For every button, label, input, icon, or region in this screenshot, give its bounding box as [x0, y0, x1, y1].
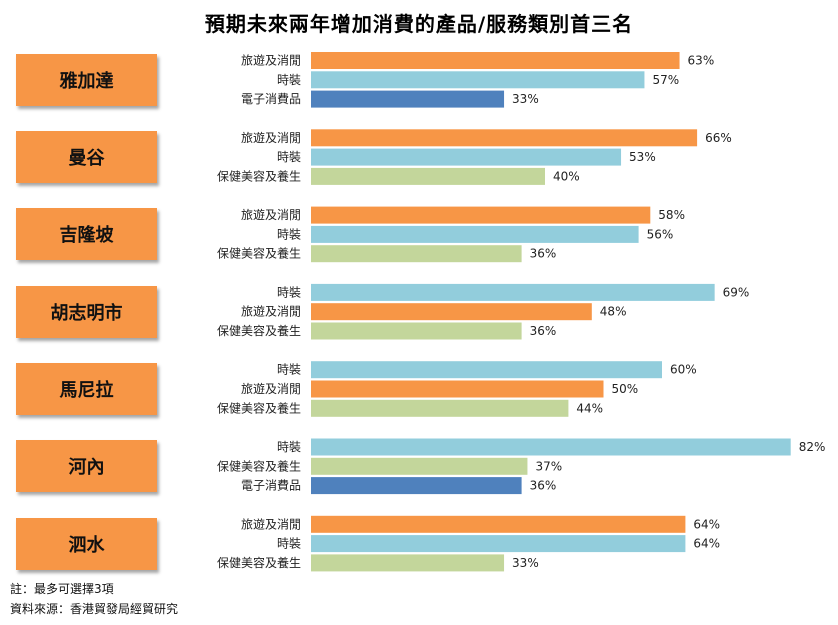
category-label: 旅遊及消閒	[241, 53, 301, 68]
data-label: 48%	[600, 305, 627, 319]
bar	[311, 361, 662, 379]
category-label: 時裝	[277, 73, 301, 87]
data-label: 56%	[647, 227, 674, 241]
category-label: 時裝	[277, 440, 301, 454]
data-label: 37%	[535, 459, 562, 473]
category-label: 時裝	[277, 285, 301, 299]
bar	[311, 477, 522, 495]
category-label: 保健美容及養生	[217, 400, 301, 415]
category-label: 旅遊及消閒	[241, 130, 301, 145]
data-label: 69%	[723, 285, 750, 299]
category-label: 保健美容及養生	[217, 323, 301, 338]
bar	[311, 129, 698, 147]
category-label: 時裝	[277, 150, 301, 164]
category-label: 旅遊及消閒	[241, 304, 301, 319]
bar	[311, 515, 686, 533]
bar	[311, 167, 545, 185]
data-label: 53%	[629, 150, 656, 164]
category-label: 旅遊及消閒	[241, 381, 301, 396]
city-label: 吉隆坡	[16, 208, 157, 261]
category-label: 保健美容及養生	[217, 246, 301, 261]
category-label: 電子消費品	[241, 478, 301, 493]
source-note: 資料來源：香港貿發局經貿研究	[10, 602, 179, 616]
category-label: 時裝	[277, 537, 301, 551]
bar	[311, 380, 604, 398]
bar	[311, 206, 651, 224]
bar	[311, 322, 522, 340]
city-label: 曼谷	[16, 131, 157, 184]
data-label: 36%	[530, 479, 557, 493]
data-label: 50%	[612, 382, 639, 396]
category-label: 旅遊及消閒	[241, 516, 301, 531]
bar	[311, 438, 791, 456]
data-label: 60%	[670, 363, 697, 377]
data-label: 82%	[799, 440, 826, 454]
bar	[311, 71, 645, 89]
city-label: 泗水	[16, 517, 157, 570]
chart-title: 預期未來兩年增加消費的產品/服務類別首三名	[204, 12, 634, 36]
bar	[311, 457, 528, 475]
city-label: 胡志明市	[16, 285, 157, 338]
bars-layer: 旅遊及消閒 63% 時裝 57% 電子消費品 33% 旅遊及消閒 66% 時裝 53% 保健美容及養…	[217, 52, 826, 572]
city-label: 雅加達	[16, 53, 157, 106]
category-label: 保健美容及養生	[217, 458, 301, 473]
data-label: 58%	[658, 208, 685, 222]
category-label: 保健美容及養生	[217, 555, 301, 570]
category-label: 時裝	[277, 227, 301, 241]
data-label: 36%	[530, 324, 557, 338]
bar	[311, 399, 569, 417]
category-label: 保健美容及養生	[217, 168, 301, 183]
data-label: 36%	[530, 247, 557, 261]
bar	[311, 554, 505, 572]
footnote: 註：最多可選擇3項	[10, 582, 114, 596]
bar	[311, 52, 680, 69]
bar	[311, 283, 715, 301]
category-label: 時裝	[277, 363, 301, 377]
bar	[311, 245, 522, 263]
data-label: 33%	[512, 556, 539, 570]
data-label: 40%	[553, 169, 580, 183]
data-label: 33%	[512, 92, 539, 106]
bar	[311, 148, 622, 166]
data-label: 66%	[705, 131, 732, 145]
bar	[311, 303, 592, 321]
data-label: 63%	[688, 54, 715, 68]
data-label: 64%	[693, 537, 720, 551]
bar	[311, 535, 686, 553]
city-label: 馬尼拉	[16, 363, 157, 415]
city-label: 河內	[16, 440, 157, 493]
data-label: 57%	[652, 73, 679, 87]
category-label: 電子消費品	[241, 91, 301, 106]
data-label: 44%	[576, 401, 603, 415]
bar	[311, 225, 639, 243]
bar	[311, 90, 505, 108]
data-label: 64%	[693, 517, 720, 531]
category-label: 旅遊及消閒	[241, 207, 301, 222]
